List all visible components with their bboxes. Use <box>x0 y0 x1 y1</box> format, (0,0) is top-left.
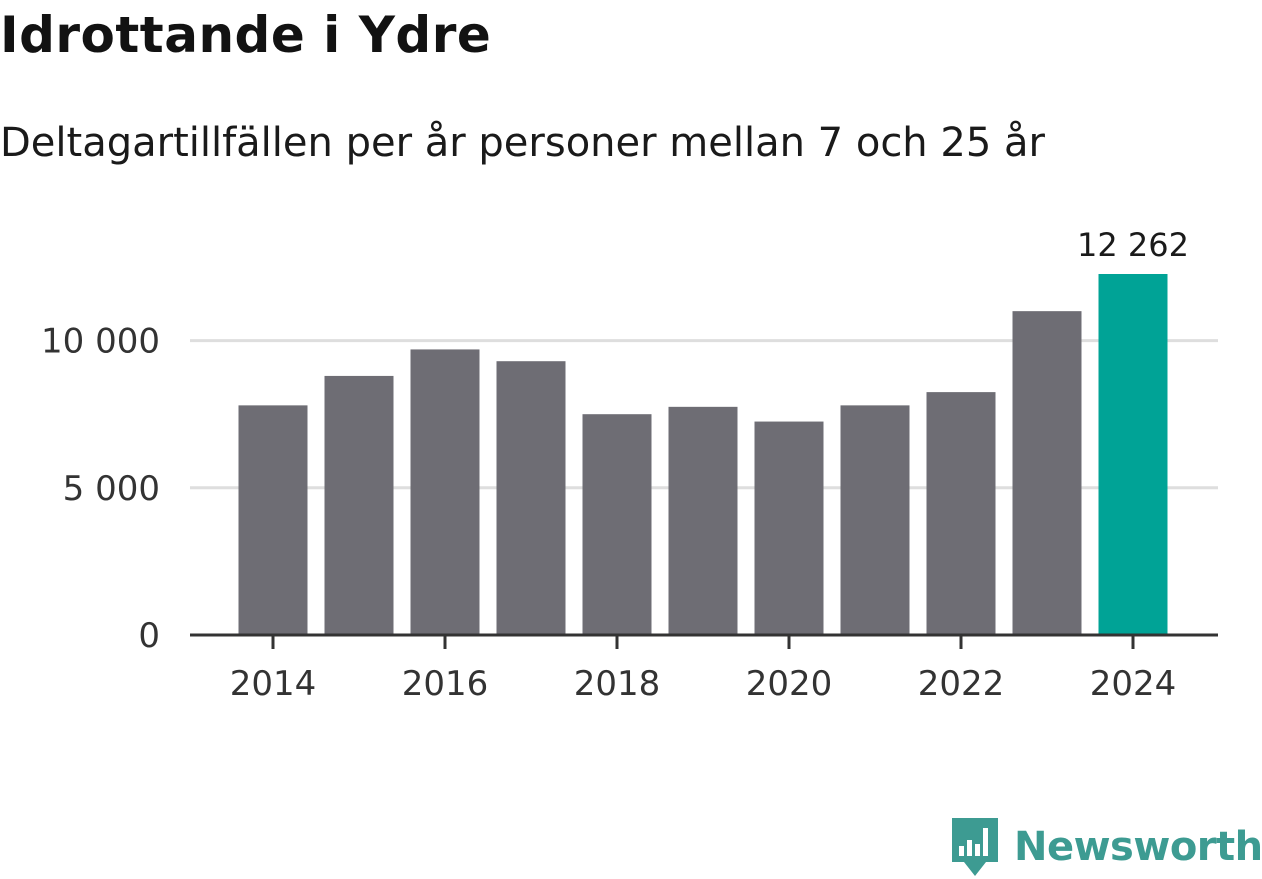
bar-2014 <box>238 405 308 635</box>
x-tick-label: 2018 <box>574 664 661 704</box>
bar-2018 <box>582 414 652 635</box>
bar-2024 <box>1098 274 1168 635</box>
bar-2016 <box>410 349 480 635</box>
y-tick-label: 10 000 <box>41 322 160 362</box>
bar-chart-speech-bubble-icon <box>952 818 998 876</box>
bar-2020 <box>754 421 824 635</box>
bar-2017 <box>496 361 566 635</box>
x-tick-label: 2024 <box>1090 664 1177 704</box>
bar-2019 <box>668 406 738 635</box>
y-tick-label: 0 <box>138 616 160 656</box>
x-tick-label: 2022 <box>918 664 1005 704</box>
bar-2021 <box>840 405 910 635</box>
bar-2022 <box>926 392 996 635</box>
x-tick-label: 2016 <box>402 664 489 704</box>
chart-title: Idrottande i Ydre <box>0 6 492 64</box>
newsworthy-logo: Newsworthy <box>950 816 1262 878</box>
x-tick-label: 2020 <box>746 664 833 704</box>
y-tick-label: 5 000 <box>63 469 160 509</box>
bar-2015 <box>324 375 394 635</box>
brand-name: Newsworthy <box>1014 824 1262 870</box>
bar-2023 <box>1012 311 1082 635</box>
data-label: 12 262 <box>1077 226 1189 264</box>
chart-subtitle: Deltagartillfällen per år personer mella… <box>0 120 1045 166</box>
x-tick-label: 2014 <box>230 664 317 704</box>
